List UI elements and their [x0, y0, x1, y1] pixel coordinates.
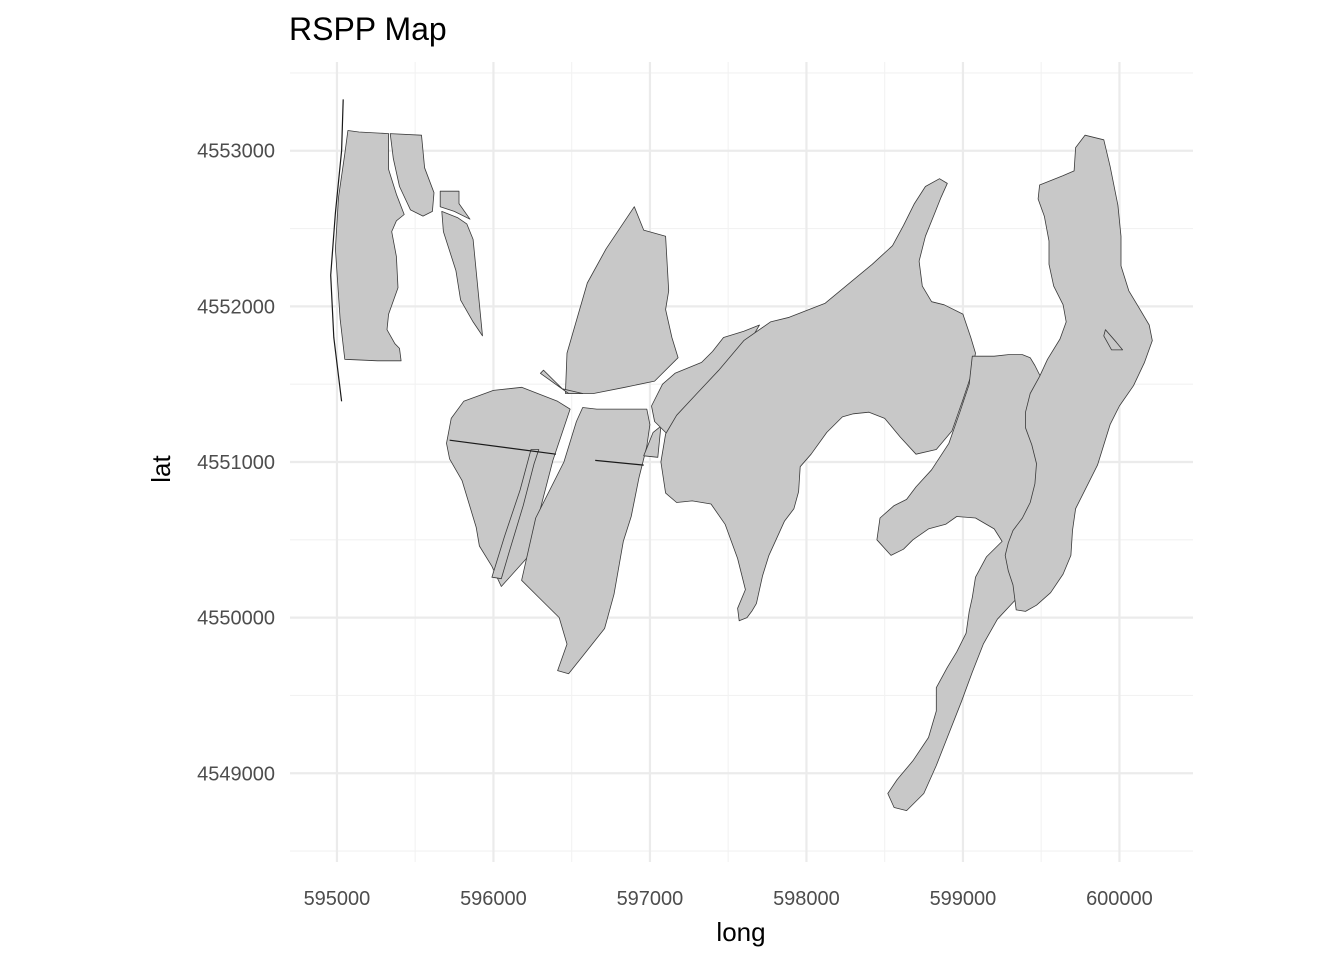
y-tick-label: 4551000 [197, 452, 275, 474]
parcel-ne-islet [1103, 329, 1123, 351]
parcel-nw-strip [389, 133, 435, 217]
x-tick-label: 599000 [930, 888, 997, 910]
y-tick-label: 4550000 [197, 608, 275, 630]
parcel-boundary-line [449, 439, 557, 455]
y-tick-label: 4553000 [197, 141, 275, 163]
x-tick-label: 596000 [460, 888, 527, 910]
parcel-c-south [521, 407, 651, 675]
parcel-c-north [565, 206, 679, 394]
parcel-nw-east [441, 211, 483, 337]
x-tick-label: 600000 [1086, 888, 1153, 910]
x-axis-ticks: 595000 596000 597000 598000 599000 600000 [304, 888, 1153, 910]
y-tick-label: 4549000 [197, 763, 275, 785]
parcel-c-road-sw [491, 449, 540, 580]
parcel-polygons [330, 99, 1153, 811]
x-tick-label: 598000 [773, 888, 840, 910]
parcel-ne [1004, 134, 1153, 612]
parcel-boundary-line [595, 459, 644, 466]
parcel-e-main [660, 178, 976, 622]
x-tick-label: 595000 [304, 888, 371, 910]
parcel-c-sliver [540, 369, 584, 394]
x-axis-title: long [716, 917, 765, 947]
y-tick-label: 4552000 [197, 296, 275, 318]
y-axis-ticks: 4549000 4550000 4551000 4552000 4553000 [197, 141, 275, 786]
parcel-nw-west [335, 130, 405, 362]
chart-title: RSPP Map [289, 11, 447, 47]
parcel-c-west [446, 386, 571, 587]
parcel-nw-small [439, 190, 471, 220]
x-tick-label: 597000 [617, 888, 684, 910]
west-road-line [330, 99, 344, 402]
y-axis-title: lat [146, 454, 176, 482]
